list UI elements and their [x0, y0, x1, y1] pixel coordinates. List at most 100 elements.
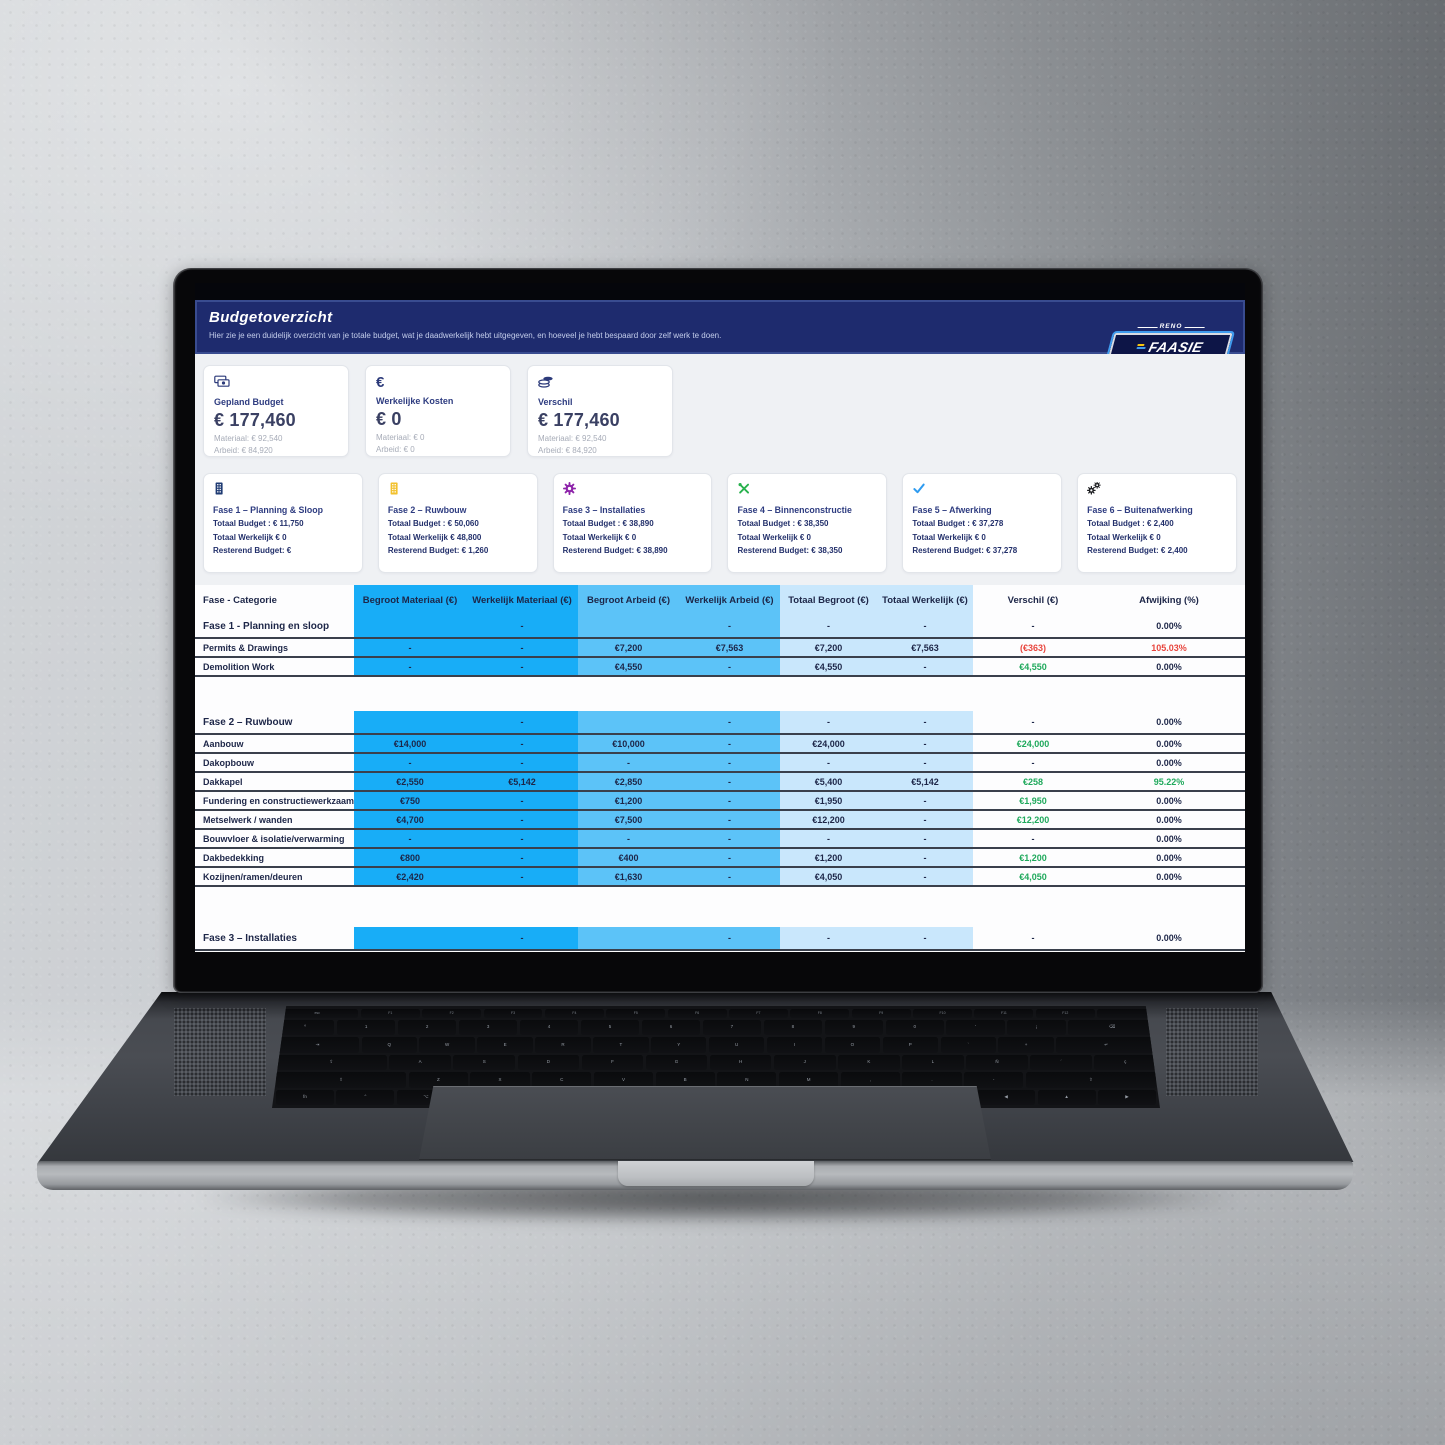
cell-totaal-begroot: €1,200 — [780, 849, 877, 866]
keyboard-key: R — [535, 1037, 591, 1053]
cell-totaal-begroot: - — [780, 711, 877, 733]
row-label: Kozijnen/ramen/deuren — [203, 871, 303, 882]
row-label: Fase 2 – Ruwbouw — [203, 716, 293, 728]
table-row[interactable]: Dakopbouw - - - - - - -0.00% — [195, 754, 1245, 773]
cell-begroot-materiaal — [354, 927, 466, 949]
cell-begroot-arbeid: €4,550 — [578, 658, 679, 675]
phase-card-line: Resterend Budget: € 38,890 — [562, 546, 668, 555]
phase-card-3[interactable]: Fase 3 – Installaties Totaal Budget : € 3… — [552, 473, 713, 573]
cell-werkelijk-materiaal: - — [466, 868, 578, 885]
table-section-row[interactable]: Fase 3 – Installaties - - - - -0.00% — [195, 927, 1245, 951]
table-row[interactable]: Aanbouw €14,000- €10,000- €24,000- €24,000 0.… — [195, 735, 1245, 754]
phase-card-1[interactable]: Fase 1 – Planning & Sloop Totaal Budget :… — [203, 473, 363, 573]
keyboard-key: S — [453, 1054, 516, 1071]
table-section-row[interactable]: Fase 1 - Planning en sloop - - - - -0.00% — [195, 615, 1245, 639]
cell-totaal-werkelijk: - — [877, 615, 973, 637]
keyboard-key: H — [709, 1054, 772, 1071]
keyboard-row: ⇥ Q W E R T Y U I O P ` + ↵ — [276, 1037, 1156, 1053]
cell-werkelijk-arbeid: - — [679, 849, 780, 866]
cell-verschil: - — [1031, 833, 1035, 844]
phase-card-2[interactable]: Fase 2 – Ruwbouw Totaal Budget : € 50,060… — [377, 473, 538, 573]
table-row[interactable]: Dakbedekking €800- €400- €1,200- €1,200 0.00% — [195, 849, 1245, 868]
cell-verschil: - — [1031, 717, 1035, 727]
cell-begroot-arbeid — [578, 615, 679, 637]
budget-table: Fase - Categorie Begroot Materiaal (€) Wer… — [195, 585, 1245, 952]
keyboard-key: 9 — [824, 1020, 884, 1036]
cell-begroot-arbeid: - — [578, 830, 679, 847]
keyboard-key: 5 — [580, 1020, 640, 1036]
keyboard-key: K — [838, 1054, 900, 1071]
keyboard-key: F12 — [1035, 1009, 1095, 1018]
cell-totaal-werkelijk: €7,563 — [877, 639, 973, 656]
phase-card-line: Resterend Budget: € — [213, 546, 292, 555]
keyboard-key: G — [645, 1054, 708, 1071]
keyboard-key: F5 — [606, 1009, 666, 1018]
phase-card-line: Resterend Budget: € 38,350 — [737, 546, 843, 555]
cell-begroot-arbeid: €7,500 — [578, 811, 679, 828]
keyboard-row: º 1 2 3 4 5 6 7 8 9 0 ' ¡ ⌫ — [276, 1020, 1157, 1036]
keyboard-key: Z — [408, 1072, 468, 1088]
table-row[interactable]: Permits & Drawings - - €7,200 €7,563 €7,200 €7… — [195, 639, 1245, 658]
app-body: Gepland Budget € 177,460 Materiaal: € 92… — [195, 354, 1245, 952]
column-header-begroot-materiaal: Begroot Materiaal (€) — [354, 585, 466, 615]
cell-totaal-begroot: - — [780, 927, 877, 949]
summary-card-werkelijke-kosten[interactable]: € Werkelijke Kosten € 0 Materiaal: € 0 A… — [365, 365, 511, 457]
keyboard-key: ⇧ — [276, 1072, 407, 1088]
cell-werkelijk-materiaal: - — [466, 811, 578, 828]
table-row[interactable]: Bouwvloer & isolatie/verwarming - - - - - - -0.… — [195, 830, 1245, 849]
phase-card-line: Totaal Budget : € 38,890 — [562, 519, 654, 528]
keyboard-key: ▲ — [1037, 1089, 1096, 1106]
table-row[interactable]: Kozijnen/ramen/deuren €2,420- €1,630- €4,05… — [195, 868, 1245, 887]
lid-open-notch — [618, 1161, 814, 1186]
cell-totaal-werkelijk: - — [877, 868, 973, 885]
table-header-row: Fase - Categorie Begroot Materiaal (€) Wer… — [195, 585, 1245, 615]
phase-card-line: Totaal Budget : € 11,750 — [213, 519, 304, 528]
cell-afwijking: 0.00% — [1156, 717, 1182, 727]
cell-werkelijk-arbeid: - — [679, 830, 780, 847]
keyboard-key: - — [964, 1072, 1024, 1088]
cell-afwijking: 95.22% — [1153, 776, 1185, 787]
summary-card-materiaal: Materiaal: € 0 — [376, 433, 425, 442]
summary-card-verschil[interactable]: Verschil € 177,460 Materiaal: € 92,540 A… — [527, 365, 673, 457]
keyboard-key: F8 — [790, 1009, 850, 1018]
phase-card-line: Totaal Werkelijk € 48,800 — [387, 532, 482, 542]
cell-totaal-begroot: €4,550 — [780, 658, 877, 675]
cell-afwijking: 0.00% — [1156, 871, 1182, 882]
keyboard-key: F7 — [729, 1009, 788, 1018]
keyboard-key: ⇧ — [1025, 1072, 1157, 1088]
row-label: Metselwerk / wanden — [203, 814, 293, 825]
phase-card-5[interactable]: Fase 5 – Afwerking Totaal Budget : € 37,2… — [902, 473, 1063, 573]
row-label: Bouwvloer & isolatie/verwarming — [203, 833, 345, 844]
keyboard-key: B — [655, 1072, 715, 1088]
table-row[interactable]: Fundering en constructiewerkzaamheden€75… — [195, 792, 1245, 811]
table-row[interactable]: Demolition Work - - €4,550- €4,550- €4,550 0.0… — [195, 658, 1245, 677]
phase-card-line: Totaal Werkelijk € 0 — [737, 532, 811, 542]
keyboard-key: M — [778, 1072, 839, 1088]
table-row[interactable]: Dakkapel €2,550 €5,142 €2,850- €5,400 €5,142 €… — [195, 773, 1245, 792]
phase-card-line: Totaal Budget : € 37,278 — [912, 519, 1004, 528]
brand-logo: RENO FAASIE — [1104, 323, 1236, 362]
keyboard-row: esc F1 F2 F3 F4 F5 F6 F7 F8 F9 F10 F11 F12 — [276, 1009, 1157, 1018]
cell-afwijking: 105.03% — [1151, 642, 1187, 653]
keyboard-key: F11 — [974, 1009, 1034, 1018]
euro-icon: € — [376, 374, 385, 391]
cell-werkelijk-materiaal: - — [466, 658, 578, 675]
phase-card-line: Totaal Budget : € 50,060 — [387, 519, 479, 528]
summary-card-gepland-budget[interactable]: Gepland Budget € 177,460 Materiaal: € 92… — [203, 365, 349, 457]
table-section-row[interactable]: Fase 2 – Ruwbouw - - - - -0.00% — [195, 711, 1245, 735]
column-header-label: Fase - Categorie — [203, 594, 277, 606]
phase-card-6[interactable]: Fase 6 – Buitenafwerking Totaal Budget : … — [1077, 473, 1237, 573]
table-row[interactable]: Metselwerk / wanden €4,700- €7,500- €12,200… — [195, 811, 1245, 830]
keyboard-key: F3 — [483, 1009, 543, 1018]
keyboard-row: ⇪ A S D F G H J K L Ñ ´ ç — [276, 1054, 1156, 1071]
cell-verschil: - — [1031, 621, 1035, 631]
cell-totaal-werkelijk: - — [877, 811, 973, 828]
row-label: Dakkapel — [203, 776, 243, 787]
phase-card-4[interactable]: Fase 4 – Binnenconstructie Totaal Budget … — [727, 473, 888, 573]
keyboard-key: F — [581, 1054, 644, 1071]
cell-werkelijk-materiaal: - — [466, 927, 578, 949]
cell-totaal-werkelijk: - — [877, 927, 973, 949]
cell-totaal-werkelijk: - — [877, 849, 973, 866]
keyboard-key: U — [708, 1037, 765, 1053]
cell-afwijking: 0.00% — [1156, 621, 1182, 631]
